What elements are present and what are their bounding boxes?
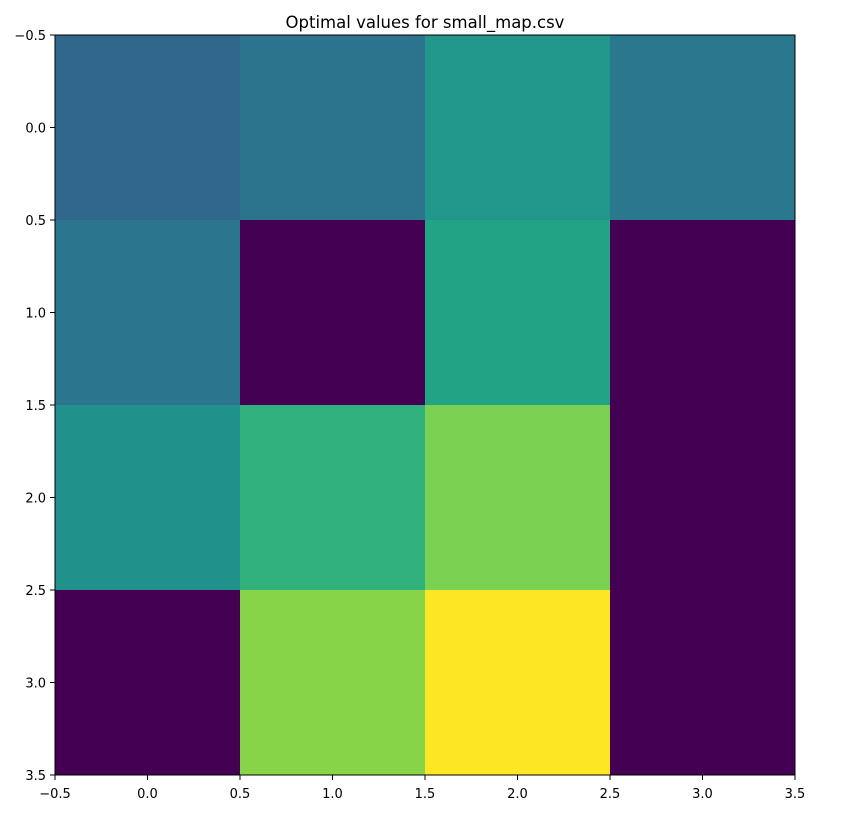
heatmap-cell-r3-c3 [610,590,795,775]
x-axis: −0.5 0.0 0.5 1.0 1.5 2.0 2.5 3.0 3.5 [39,775,805,802]
heatmap-cell-r2-c0 [55,405,240,590]
y-axis: −0.5 0.0 0.5 1.0 1.5 2.0 2.5 3.0 3.5 [14,29,55,784]
y-tick-label: 2.5 [25,584,46,599]
heatmap-cell-r3-c0 [55,590,240,775]
x-tick-label: −0.5 [39,787,71,802]
y-tick-label: 1.0 [25,307,46,322]
x-tick-label: 0.5 [230,787,251,802]
x-tick-label: 1.0 [322,787,343,802]
heatmap-cell-r2-c3 [610,405,795,590]
heatmap-cell-r2-c1 [240,405,425,590]
y-tick-label: 0.0 [25,122,46,137]
x-tick-label: 0.0 [137,787,158,802]
chart-title: Optimal values for small_map.csv [286,13,565,33]
heatmap-cell-r0-c0 [55,35,240,220]
heatmap-cell-r0-c3 [610,35,795,220]
x-tick-label: 2.5 [600,787,621,802]
heatmap-cell-r3-c2 [425,590,610,775]
heatmap-cell-r0-c2 [425,35,610,220]
x-tick-label: 1.5 [415,787,436,802]
heatmap-cell-r0-c1 [240,35,425,220]
y-tick-label: 2.0 [25,492,46,507]
y-tick-label: −0.5 [14,29,46,44]
x-tick-label: 3.0 [692,787,713,802]
y-tick-label: 0.5 [25,214,46,229]
y-tick-label: 1.5 [25,399,46,414]
heatmap-cells [55,35,795,775]
heatmap-cell-r1-c1 [240,220,425,405]
heatmap-cell-r1-c3 [610,220,795,405]
x-tick-label: 2.0 [507,787,528,802]
y-tick-label: 3.5 [25,769,46,784]
y-tick-label: 3.0 [25,677,46,692]
x-tick-label: 3.5 [785,787,806,802]
heatmap-cell-r1-c2 [425,220,610,405]
heatmap-cell-r2-c2 [425,405,610,590]
heatmap-cell-r3-c1 [240,590,425,775]
heatmap-cell-r1-c0 [55,220,240,405]
